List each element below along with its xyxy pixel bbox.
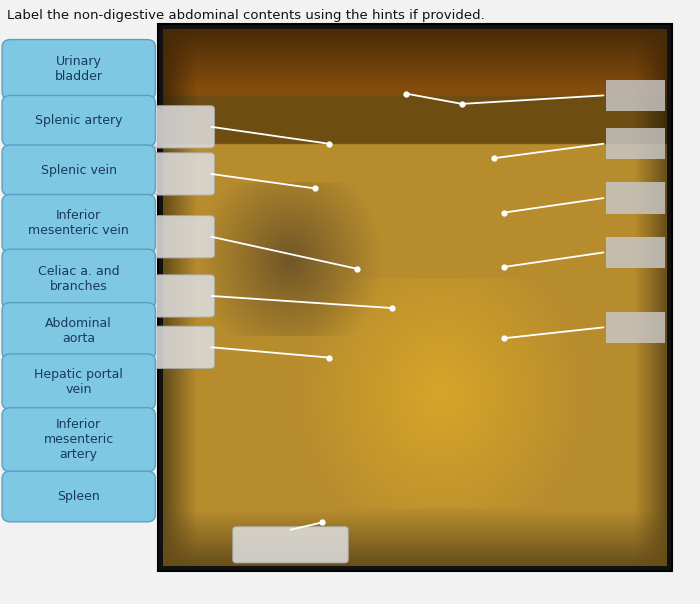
FancyBboxPatch shape: [606, 80, 665, 111]
Text: Hepatic portal
vein: Hepatic portal vein: [34, 368, 123, 396]
FancyBboxPatch shape: [606, 237, 665, 268]
FancyBboxPatch shape: [154, 216, 214, 258]
FancyBboxPatch shape: [158, 24, 672, 571]
FancyBboxPatch shape: [2, 249, 155, 309]
FancyBboxPatch shape: [606, 182, 665, 214]
FancyBboxPatch shape: [2, 408, 155, 472]
Text: Splenic artery: Splenic artery: [35, 114, 122, 127]
FancyBboxPatch shape: [2, 95, 155, 146]
Text: Inferior
mesenteric vein: Inferior mesenteric vein: [29, 210, 129, 237]
FancyBboxPatch shape: [2, 303, 155, 359]
FancyBboxPatch shape: [2, 354, 155, 410]
FancyBboxPatch shape: [606, 128, 665, 159]
Text: Splenic vein: Splenic vein: [41, 164, 117, 177]
Text: Inferior
mesenteric
artery: Inferior mesenteric artery: [43, 418, 114, 461]
FancyBboxPatch shape: [232, 527, 348, 563]
FancyBboxPatch shape: [154, 326, 214, 368]
FancyBboxPatch shape: [154, 153, 214, 195]
Text: Abdominal
aorta: Abdominal aorta: [46, 317, 112, 345]
FancyBboxPatch shape: [2, 194, 155, 252]
FancyBboxPatch shape: [154, 106, 214, 148]
FancyBboxPatch shape: [2, 40, 155, 99]
FancyBboxPatch shape: [606, 312, 665, 343]
Text: Urinary
bladder: Urinary bladder: [55, 56, 103, 83]
FancyBboxPatch shape: [2, 471, 155, 522]
Text: Celiac a. and
branches: Celiac a. and branches: [38, 265, 120, 293]
Text: Spleen: Spleen: [57, 490, 100, 503]
Text: Label the non-digestive abdominal contents using the hints if provided.: Label the non-digestive abdominal conten…: [7, 9, 484, 22]
FancyBboxPatch shape: [154, 275, 214, 317]
FancyBboxPatch shape: [2, 145, 155, 196]
